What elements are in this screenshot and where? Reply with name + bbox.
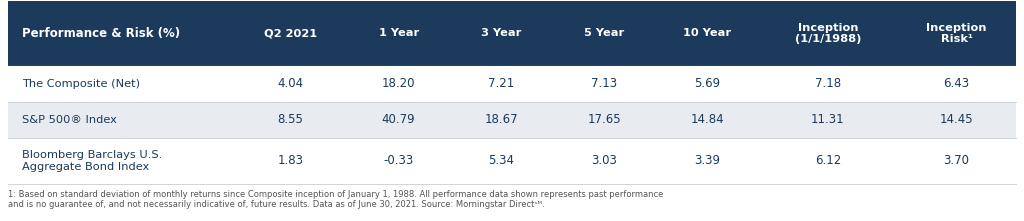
Text: Inception
(1/1/1988): Inception (1/1/1988) <box>795 23 861 44</box>
Text: 5.34: 5.34 <box>488 154 514 167</box>
Text: 7.21: 7.21 <box>488 77 515 90</box>
Bar <box>8 1 1016 66</box>
Text: 6.43: 6.43 <box>943 77 970 90</box>
Text: 18.67: 18.67 <box>484 113 518 126</box>
Text: 3.39: 3.39 <box>694 154 720 167</box>
Text: 1 Year: 1 Year <box>379 28 419 38</box>
Text: -0.33: -0.33 <box>384 154 414 167</box>
Text: S&P 500® Index: S&P 500® Index <box>22 115 117 125</box>
Text: 14.45: 14.45 <box>940 113 974 126</box>
Bar <box>8 66 1016 102</box>
Text: 3.03: 3.03 <box>592 154 617 167</box>
Text: The Composite (Net): The Composite (Net) <box>22 79 139 89</box>
Text: 18.20: 18.20 <box>382 77 416 90</box>
Text: 7.13: 7.13 <box>591 77 617 90</box>
Text: 5.69: 5.69 <box>694 77 720 90</box>
Text: 1: Based on standard deviation of monthly returns since Composite inception of J: 1: Based on standard deviation of monthl… <box>8 190 664 209</box>
Text: 6.12: 6.12 <box>815 154 841 167</box>
Text: Q2 2021: Q2 2021 <box>264 28 317 38</box>
Text: 11.31: 11.31 <box>811 113 845 126</box>
Text: Inception
Risk¹: Inception Risk¹ <box>927 23 987 44</box>
Text: 40.79: 40.79 <box>382 113 416 126</box>
Text: 4.04: 4.04 <box>278 77 303 90</box>
Text: 8.55: 8.55 <box>278 113 303 126</box>
Text: 10 Year: 10 Year <box>683 28 731 38</box>
Text: 17.65: 17.65 <box>588 113 622 126</box>
Text: Bloomberg Barclays U.S.
Aggregate Bond Index: Bloomberg Barclays U.S. Aggregate Bond I… <box>22 150 162 172</box>
Text: 1.83: 1.83 <box>278 154 303 167</box>
Text: Performance & Risk (%): Performance & Risk (%) <box>22 27 180 40</box>
Text: 3.70: 3.70 <box>943 154 970 167</box>
Bar <box>8 102 1016 138</box>
Text: 3 Year: 3 Year <box>481 28 521 38</box>
Text: 14.84: 14.84 <box>690 113 724 126</box>
Text: 7.18: 7.18 <box>815 77 841 90</box>
Bar <box>8 138 1016 184</box>
Text: 5 Year: 5 Year <box>585 28 625 38</box>
